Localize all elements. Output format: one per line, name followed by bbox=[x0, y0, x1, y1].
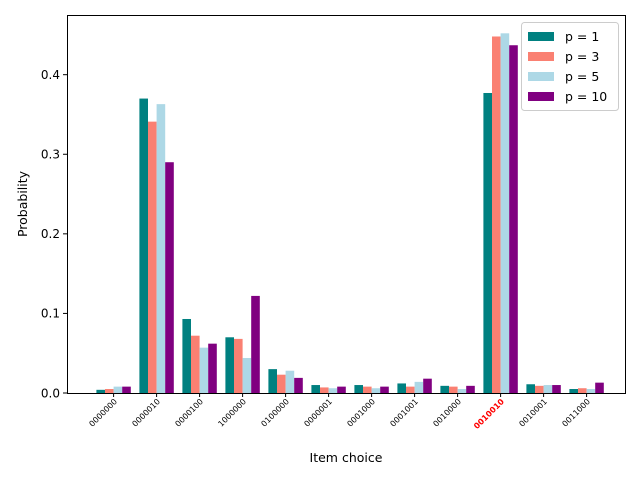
bar-0000100-series-3 bbox=[199, 347, 209, 393]
legend-swatch bbox=[528, 92, 554, 101]
bar-0001001-series-2 bbox=[406, 386, 415, 393]
legend-label: p = 5 bbox=[565, 69, 599, 84]
bar-0010010-series-4 bbox=[509, 45, 518, 394]
bar-0010001-series-1 bbox=[526, 384, 535, 393]
legend-swatch bbox=[528, 32, 554, 41]
y-tick-label: 0.1 bbox=[41, 307, 60, 321]
bar-0000000-series-4 bbox=[122, 386, 131, 393]
y-tick-label: 0.2 bbox=[41, 227, 60, 241]
bar-0000001-series-3 bbox=[328, 388, 338, 393]
x-tick-label: 0000100 bbox=[173, 397, 205, 429]
legend-swatch bbox=[528, 72, 554, 81]
bar-0001001-series-3 bbox=[414, 381, 424, 393]
bar-0000100-series-1 bbox=[182, 318, 191, 393]
bar-0000010-series-1 bbox=[139, 98, 148, 393]
legend: p = 1 p = 3 p = 5 p = 10 bbox=[521, 22, 619, 111]
bar-0000000-series-3 bbox=[113, 386, 123, 393]
x-tick-label: 0011000 bbox=[560, 397, 592, 429]
bar-0000001-series-4 bbox=[337, 386, 346, 393]
bar-0001000-series-3 bbox=[371, 388, 381, 393]
bar-0011000-series-4 bbox=[595, 382, 604, 393]
bar-0011000-series-2 bbox=[578, 388, 587, 393]
bar-1000000-series-1 bbox=[225, 337, 234, 393]
legend-swatch bbox=[528, 52, 554, 61]
bar-0100000-series-2 bbox=[277, 374, 286, 393]
bar-0010000-series-1 bbox=[440, 385, 449, 393]
bar-0010001-series-3 bbox=[543, 385, 553, 393]
bar-0100000-series-1 bbox=[268, 369, 277, 393]
x-tick-label: 0100000 bbox=[259, 397, 291, 429]
bar-0000010-series-3 bbox=[156, 104, 166, 393]
bar-0010010-series-3 bbox=[500, 33, 510, 394]
bar-0001001-series-4 bbox=[423, 378, 432, 393]
y-tick-label: 0.0 bbox=[41, 386, 60, 400]
bar-0001000-series-2 bbox=[363, 386, 372, 393]
bar-0011000-series-3 bbox=[586, 389, 596, 393]
bar-0000000-series-1 bbox=[96, 389, 105, 393]
bar-0000000-series-2 bbox=[105, 389, 114, 393]
x-tick-label: 0001000 bbox=[345, 397, 377, 429]
bar-0010000-series-2 bbox=[449, 386, 458, 393]
bar-0001000-series-4 bbox=[380, 386, 389, 393]
bar-1000000-series-4 bbox=[251, 295, 260, 393]
bar-0000010-series-2 bbox=[148, 121, 157, 393]
bar-0001001-series-1 bbox=[397, 383, 406, 393]
x-tick-label: 0001001 bbox=[388, 397, 420, 429]
bar-0010000-series-3 bbox=[457, 389, 467, 393]
legend-frame bbox=[521, 22, 619, 111]
x-tick-label: 0010010 bbox=[472, 397, 506, 431]
bar-0000001-series-2 bbox=[320, 387, 329, 393]
bar-0010001-series-2 bbox=[535, 385, 544, 393]
x-axis-label: Item choice bbox=[310, 450, 383, 465]
x-axis: 0000000 0000010 0000100 1000000 0100000 00000… bbox=[87, 393, 592, 431]
bar-0001000-series-1 bbox=[354, 385, 363, 393]
x-tick-label: 0010000 bbox=[431, 397, 463, 429]
y-tick-label: 0.4 bbox=[41, 68, 60, 82]
y-axis-label: Probability bbox=[15, 170, 30, 237]
bar-0000100-series-4 bbox=[208, 343, 217, 393]
y-tick-label: 0.3 bbox=[41, 148, 60, 162]
legend-label: p = 3 bbox=[565, 49, 599, 64]
plot-frame bbox=[67, 15, 626, 394]
bar-1000000-series-2 bbox=[234, 338, 243, 393]
legend-label: p = 10 bbox=[565, 89, 607, 104]
bar-0100000-series-3 bbox=[285, 370, 295, 393]
bar-0010010-series-2 bbox=[492, 36, 501, 394]
bar-1000000-series-3 bbox=[242, 357, 252, 393]
bar-0100000-series-4 bbox=[294, 377, 303, 393]
legend-label: p = 1 bbox=[565, 29, 599, 44]
x-tick-label: 1000000 bbox=[216, 397, 248, 429]
bar-0010000-series-4 bbox=[466, 385, 475, 393]
bars-layer bbox=[96, 33, 604, 394]
bar-0011000-series-1 bbox=[569, 389, 578, 393]
y-axis: 0.0 0.1 0.2 0.3 0.4 bbox=[41, 68, 67, 400]
bar-0000100-series-2 bbox=[191, 335, 200, 393]
bar-0010010-series-1 bbox=[483, 92, 492, 394]
x-tick-label: 0000001 bbox=[302, 397, 334, 429]
x-tick-label: 0000000 bbox=[87, 397, 119, 429]
x-tick-label: 0010001 bbox=[517, 397, 549, 429]
bar-0000010-series-4 bbox=[165, 162, 174, 393]
x-tick-label: 0000010 bbox=[130, 397, 162, 429]
bar-0010001-series-4 bbox=[552, 385, 561, 393]
bar-0000001-series-1 bbox=[311, 385, 320, 393]
